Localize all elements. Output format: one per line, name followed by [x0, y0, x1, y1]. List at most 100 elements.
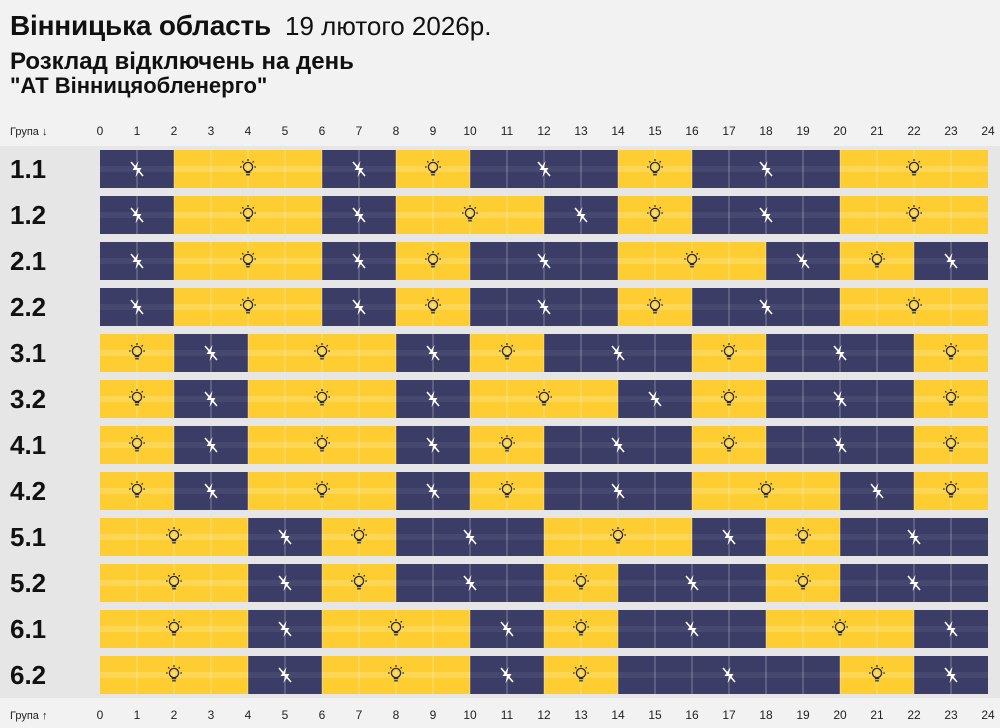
hour-tick-label: 2 — [171, 708, 178, 722]
power-off-icon — [500, 667, 514, 683]
power-on-segment — [544, 518, 692, 556]
power-on-segment — [618, 150, 692, 188]
lightbulb-icon — [166, 619, 182, 636]
segment-stripe — [322, 580, 396, 586]
power-on-segment — [692, 472, 840, 510]
axis-group-label: Група ↑ — [10, 710, 47, 722]
power-off-icon — [130, 207, 144, 223]
segment-stripe — [248, 350, 396, 356]
power-on-segment — [174, 150, 322, 188]
segment-stripe — [396, 212, 544, 218]
power-off-icon — [500, 621, 514, 637]
lightbulb-icon — [425, 159, 441, 176]
segment-stripe — [692, 350, 766, 356]
power-on-segment — [248, 426, 396, 464]
power-on-segment — [322, 518, 396, 556]
power-on-segment — [618, 242, 766, 280]
segment-stripe — [470, 350, 544, 356]
power-off-icon — [463, 529, 477, 545]
power-on-segment — [100, 472, 174, 510]
power-on-segment — [544, 656, 618, 694]
segment-stripe — [840, 212, 988, 218]
schedule-date: 19 лютого 2026р. — [285, 11, 492, 41]
power-off-icon — [426, 483, 440, 499]
group-label: 2.1 — [10, 246, 46, 276]
lightbulb-icon — [499, 435, 515, 452]
title-line: Вінницька область 19 лютого 2026р. — [10, 10, 990, 42]
lightbulb-icon — [906, 205, 922, 222]
hour-tick-label: 18 — [759, 708, 773, 722]
lightbulb-icon — [943, 389, 959, 406]
hour-tick-label: 6 — [319, 708, 326, 722]
group-label: 4.1 — [10, 430, 46, 460]
hour-tick-label: 1 — [134, 124, 141, 138]
lightbulb-icon — [721, 343, 737, 360]
power-off-icon — [796, 253, 810, 269]
segment-stripe — [470, 488, 544, 494]
hour-tick-label: 9 — [430, 708, 437, 722]
lightbulb-icon — [425, 297, 441, 314]
segment-stripe — [322, 534, 396, 540]
lightbulb-icon — [721, 389, 737, 406]
lightbulb-icon — [129, 343, 145, 360]
power-off-icon — [833, 391, 847, 407]
hour-tick-label: 24 — [981, 124, 995, 138]
company-name: "АТ Вінницяобленерго" — [10, 73, 268, 98]
group-label: 2.2 — [10, 292, 46, 322]
power-on-segment — [396, 242, 470, 280]
power-on-segment — [914, 334, 988, 372]
hour-tick-label: 11 — [501, 124, 514, 138]
segment-stripe — [618, 258, 766, 264]
hour-tick-label: 14 — [611, 124, 625, 138]
segment-stripe — [100, 580, 248, 586]
hour-tick-label: 24 — [981, 708, 995, 722]
power-on-segment — [840, 288, 988, 326]
power-off-icon — [463, 575, 477, 591]
power-off-icon — [204, 483, 218, 499]
power-on-segment — [544, 610, 618, 648]
lightbulb-icon — [721, 435, 737, 452]
lightbulb-icon — [573, 665, 589, 682]
lightbulb-icon — [647, 297, 663, 314]
power-on-segment — [470, 334, 544, 372]
segment-stripe — [174, 258, 322, 264]
power-off-icon — [537, 253, 551, 269]
segment-stripe — [766, 626, 914, 632]
power-on-segment — [100, 426, 174, 464]
lightbulb-icon — [573, 573, 589, 590]
lightbulb-icon — [351, 527, 367, 544]
lightbulb-icon — [869, 251, 885, 268]
hour-tick-label: 16 — [685, 708, 699, 722]
power-on-segment — [322, 656, 470, 694]
hour-tick-label: 19 — [796, 708, 810, 722]
segment-stripe — [544, 534, 692, 540]
lightbulb-icon — [166, 527, 182, 544]
group-label: 4.2 — [10, 476, 46, 506]
power-on-segment — [692, 334, 766, 372]
power-on-segment — [248, 472, 396, 510]
power-off-icon — [944, 667, 958, 683]
hour-tick-label: 17 — [722, 708, 736, 722]
lightbulb-icon — [425, 251, 441, 268]
power-off-icon — [611, 437, 625, 453]
power-off-icon — [278, 667, 292, 683]
power-off-icon — [574, 207, 588, 223]
hour-tick-label: 20 — [833, 708, 847, 722]
lightbulb-icon — [869, 665, 885, 682]
hour-tick-label: 23 — [944, 708, 958, 722]
lightbulb-icon — [129, 389, 145, 406]
segment-stripe — [692, 396, 766, 402]
power-on-segment — [100, 518, 248, 556]
segment-stripe — [100, 626, 248, 632]
segment-stripe — [174, 212, 322, 218]
lightbulb-icon — [166, 665, 182, 682]
power-off-icon — [759, 161, 773, 177]
power-off-icon — [759, 207, 773, 223]
power-on-segment — [174, 196, 322, 234]
hour-tick-label: 0 — [97, 708, 104, 722]
segment-stripe — [396, 166, 470, 172]
power-on-segment — [248, 380, 396, 418]
power-off-icon — [278, 621, 292, 637]
hour-tick-label: 5 — [282, 124, 289, 138]
